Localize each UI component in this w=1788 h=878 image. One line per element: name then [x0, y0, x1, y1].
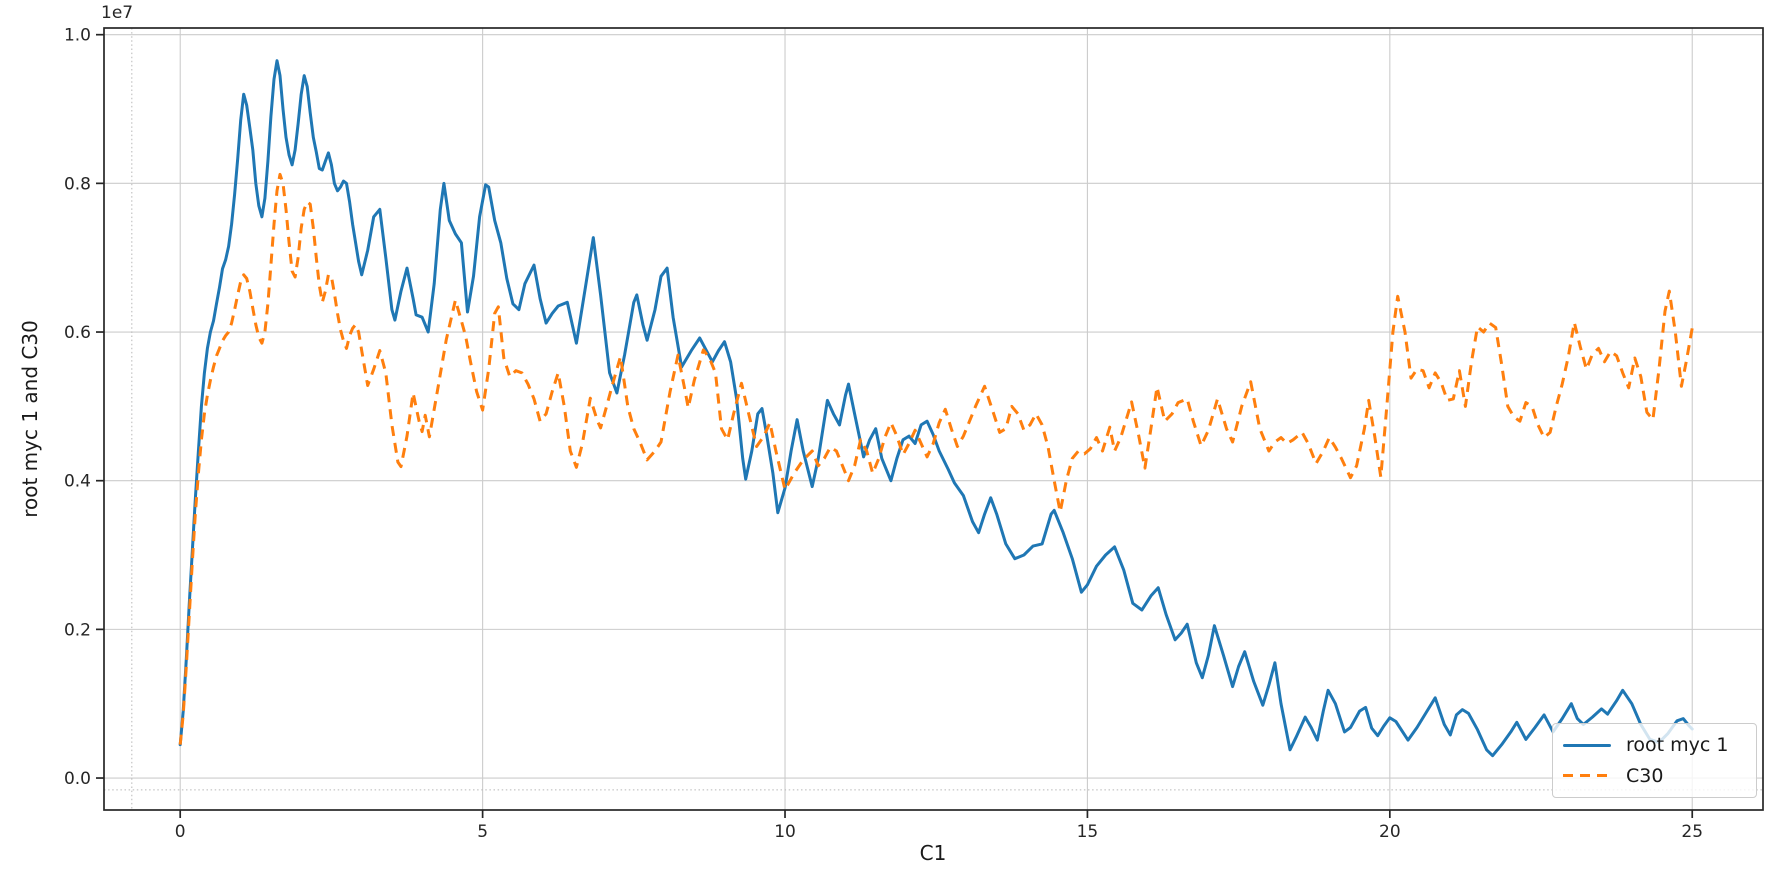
legend-dashed-line-sample — [1563, 774, 1611, 778]
svg-text:1.0: 1.0 — [64, 26, 91, 46]
gridlines — [104, 28, 1763, 810]
series-lines — [178, 59, 1694, 758]
svg-text:5: 5 — [477, 822, 488, 842]
svg-text:15: 15 — [1077, 822, 1099, 842]
legend-entry-root-myc-1: root myc 1 — [1563, 730, 1746, 761]
svg-text:0.6: 0.6 — [64, 323, 91, 343]
y-axis-label: root myc 1 and C30 — [18, 320, 42, 518]
legend-solid-line-sample — [1563, 743, 1611, 747]
svg-text:25: 25 — [1681, 822, 1703, 842]
svg-text:20: 20 — [1379, 822, 1401, 842]
svg-text:0.2: 0.2 — [64, 620, 91, 640]
svg-text:0.4: 0.4 — [64, 472, 91, 492]
legend: root myc 1 C30 — [1552, 723, 1757, 798]
legend-entry-c30: C30 — [1563, 761, 1746, 792]
legend-label: C30 — [1626, 764, 1664, 787]
tick-marks-and-labels: 0 5 10 15 20 25 0.0 0.2 0.4 0.6 0.8 1.0 — [64, 26, 1703, 842]
svg-text:0: 0 — [175, 822, 186, 842]
svg-text:0.0: 0.0 — [64, 769, 91, 789]
svg-text:0.8: 0.8 — [64, 174, 91, 194]
axes-spines — [103, 27, 1764, 811]
y-axis-offset-text: 1e7 — [101, 3, 134, 23]
x-axis-label: C1 — [919, 841, 947, 865]
legend-label: root myc 1 — [1626, 734, 1729, 757]
svg-text:10: 10 — [774, 822, 796, 842]
